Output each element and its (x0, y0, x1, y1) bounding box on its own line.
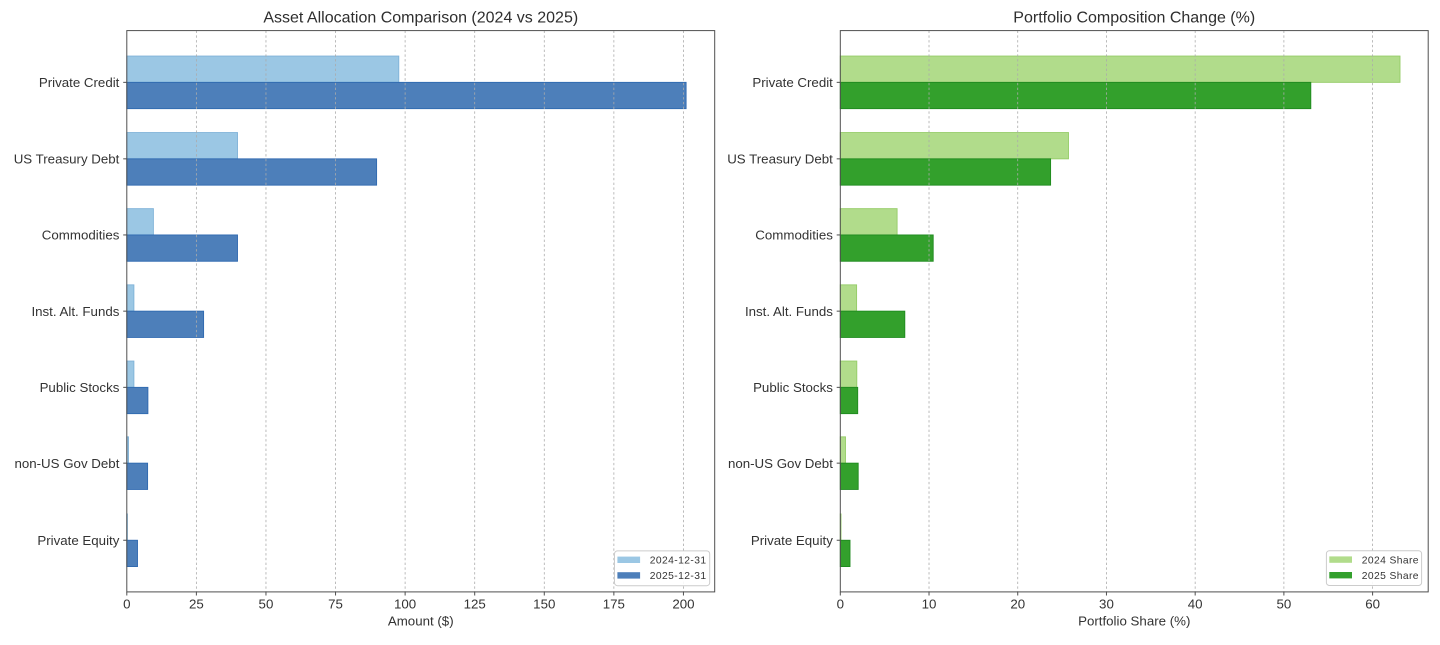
svg-text:175: 175 (603, 597, 625, 612)
svg-text:Private Equity: Private Equity (37, 533, 119, 548)
svg-text:150: 150 (533, 597, 555, 612)
svg-text:US Treasury Debt: US Treasury Debt (14, 152, 120, 167)
svg-text:Private Credit: Private Credit (752, 75, 833, 90)
svg-text:Portfolio Share (%): Portfolio Share (%) (1078, 614, 1190, 629)
svg-text:non-US Gov Debt: non-US Gov Debt (728, 456, 833, 471)
svg-text:50: 50 (1276, 597, 1291, 612)
svg-text:125: 125 (464, 597, 486, 612)
svg-text:Inst. Alt. Funds: Inst. Alt. Funds (31, 304, 119, 319)
svg-text:40: 40 (1188, 597, 1203, 612)
svg-text:Asset Allocation Comparison (2: Asset Allocation Comparison (2024 vs 202… (263, 10, 578, 27)
svg-text:50: 50 (259, 597, 274, 612)
svg-text:Amount ($): Amount ($) (388, 614, 454, 629)
svg-text:2024 Share: 2024 Share (1362, 555, 1419, 566)
svg-text:2024-12-31: 2024-12-31 (650, 556, 707, 567)
svg-text:25: 25 (189, 597, 204, 612)
svg-text:75: 75 (328, 597, 343, 612)
svg-text:Portfolio Composition Change (: Portfolio Composition Change (%) (1013, 10, 1255, 27)
svg-text:30: 30 (1099, 597, 1114, 612)
svg-text:Commodities: Commodities (755, 228, 833, 243)
svg-text:100: 100 (394, 597, 416, 612)
svg-text:Private Credit: Private Credit (39, 75, 120, 90)
svg-text:2025-12-31: 2025-12-31 (650, 571, 707, 582)
svg-text:Inst. Alt. Funds: Inst. Alt. Funds (745, 304, 833, 319)
svg-text:0: 0 (837, 597, 844, 612)
svg-text:Public Stocks: Public Stocks (753, 380, 833, 395)
svg-text:20: 20 (1010, 597, 1025, 612)
svg-text:200: 200 (672, 597, 694, 612)
svg-text:0: 0 (123, 597, 130, 612)
svg-text:non-US Gov Debt: non-US Gov Debt (14, 456, 119, 471)
svg-text:10: 10 (922, 597, 937, 612)
svg-text:60: 60 (1365, 597, 1380, 612)
svg-text:2025 Share: 2025 Share (1362, 571, 1419, 582)
svg-text:Public Stocks: Public Stocks (40, 380, 120, 395)
svg-text:Commodities: Commodities (42, 228, 120, 243)
svg-text:US Treasury Debt: US Treasury Debt (727, 152, 833, 167)
svg-text:Private Equity: Private Equity (751, 533, 833, 548)
